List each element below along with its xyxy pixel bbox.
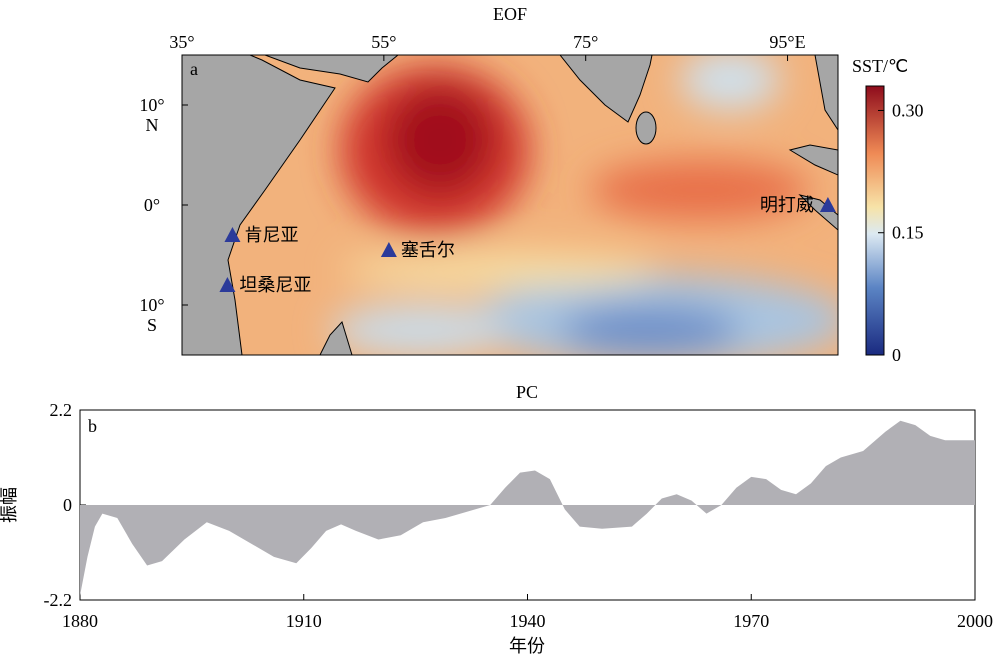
x-tick-label: 75° xyxy=(573,32,598,52)
x-tick-label: 55° xyxy=(371,32,396,52)
station-label: 坦桑尼亚 xyxy=(239,275,311,295)
colorbar xyxy=(865,85,885,356)
station-label: 肯尼亚 xyxy=(244,225,298,245)
y-tick-label: 0° xyxy=(143,195,161,215)
station-label: 明打威 xyxy=(760,195,814,215)
station-marker xyxy=(380,242,397,257)
station-marker xyxy=(819,197,836,212)
panel-label: a xyxy=(190,59,198,79)
y-tick-label: 0 xyxy=(63,495,72,515)
x-tick-label: 1970 xyxy=(733,611,769,631)
station-marker xyxy=(224,227,241,242)
x-tick-label: 1880 xyxy=(62,611,98,631)
map-title: EOF xyxy=(493,4,527,24)
y-tick-label: 10° N xyxy=(139,95,165,135)
x-tick-label: 35° xyxy=(169,32,194,52)
colorbar-tick-label: 0.30 xyxy=(892,100,924,120)
colorbar-label: SST/℃ xyxy=(852,56,908,76)
panel-label: b xyxy=(88,416,97,436)
x-tick-label: 1910 xyxy=(286,611,322,631)
station-marker xyxy=(219,277,236,292)
y-tick-label: 10° S xyxy=(139,295,165,335)
y-tick-label: -2.2 xyxy=(44,590,73,610)
pc-area xyxy=(80,420,975,596)
station-label: 塞舌尔 xyxy=(401,240,455,260)
x-tick-label: 95°E xyxy=(769,32,805,52)
y-axis-label: 振幅 xyxy=(0,487,19,523)
x-tick-label: 1940 xyxy=(510,611,546,631)
colorbar-tick-label: 0 xyxy=(892,345,901,365)
sst-field xyxy=(182,55,838,355)
x-axis-label: 年份 xyxy=(509,636,545,656)
colorbar-tick-label: 0.15 xyxy=(892,223,924,243)
y-tick-label: 2.2 xyxy=(50,400,73,420)
pc-title: PC xyxy=(516,382,538,402)
x-tick-label: 2000 xyxy=(957,611,993,631)
